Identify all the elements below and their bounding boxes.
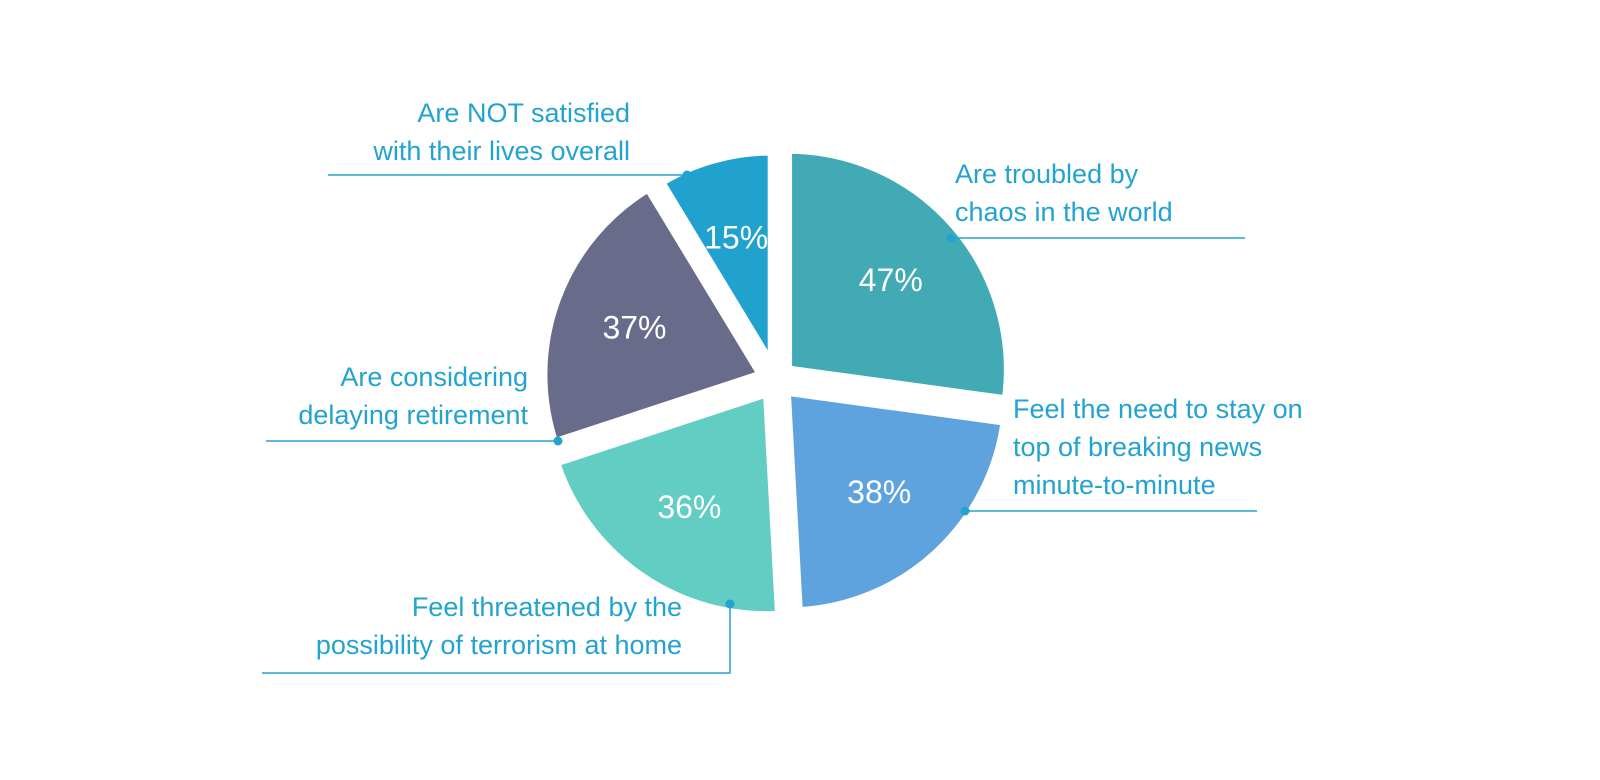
leader-lines <box>262 170 1257 674</box>
slice-value-label-breaking-news: 38% <box>847 474 911 510</box>
slice-value-label-delaying-retirement: 37% <box>602 310 666 346</box>
category-label-line: with their lives overall <box>372 136 630 166</box>
pie-slice-delaying-retirement <box>539 182 768 448</box>
category-label-line: Are considering <box>340 362 528 392</box>
category-label-delaying-retirement: Are considering delaying retirement <box>298 362 528 430</box>
category-label-line: Are NOT satisfied <box>417 98 630 128</box>
leader-dot-breaking-news <box>960 506 970 516</box>
category-label-line: Feel threatened by the <box>412 592 682 622</box>
category-label-breaking-news: Feel the need to stay on top of breaking … <box>1013 394 1303 500</box>
leader-dot-not-satisfied <box>682 170 692 180</box>
slice-value-label-not-satisfied: 15% <box>704 219 768 255</box>
slice-value-label-troubled-by-chaos: 47% <box>859 262 923 298</box>
pie-slice-troubled-by-chaos <box>784 145 1012 404</box>
category-label-line: Are troubled by <box>955 159 1139 189</box>
leader-dot-delaying-retirement <box>553 436 563 446</box>
slice-value-label-terrorism-at-home: 36% <box>657 489 721 525</box>
category-label-line: Feel the need to stay on <box>1013 394 1303 424</box>
leader-dot-terrorism-at-home <box>725 599 735 609</box>
leader-line-terrorism-at-home <box>262 604 731 674</box>
category-label-line: top of breaking news <box>1013 432 1262 462</box>
category-label-line: minute-to-minute <box>1013 470 1216 500</box>
category-label-troubled-by-chaos: Are troubled by chaos in the world <box>955 159 1173 227</box>
category-labels: Are troubled by chaos in the world Feel th… <box>298 98 1302 660</box>
pie-slice-terrorism-at-home <box>551 387 784 620</box>
category-label-terrorism-at-home: Feel threatened by the possibility of ter… <box>316 592 682 660</box>
category-label-line: possibility of terrorism at home <box>316 630 682 660</box>
pie-slice-not-satisfied <box>655 147 776 379</box>
category-label-line: delaying retirement <box>298 400 528 430</box>
pie-slice-breaking-news <box>782 387 1010 616</box>
pie-slices: 47% 38% 36% 37% 15% <box>539 145 1012 620</box>
leader-dot-troubled-by-chaos <box>946 233 956 243</box>
category-label-line: chaos in the world <box>955 197 1173 227</box>
category-label-not-satisfied: Are NOT satisfied with their lives overal… <box>372 98 630 166</box>
